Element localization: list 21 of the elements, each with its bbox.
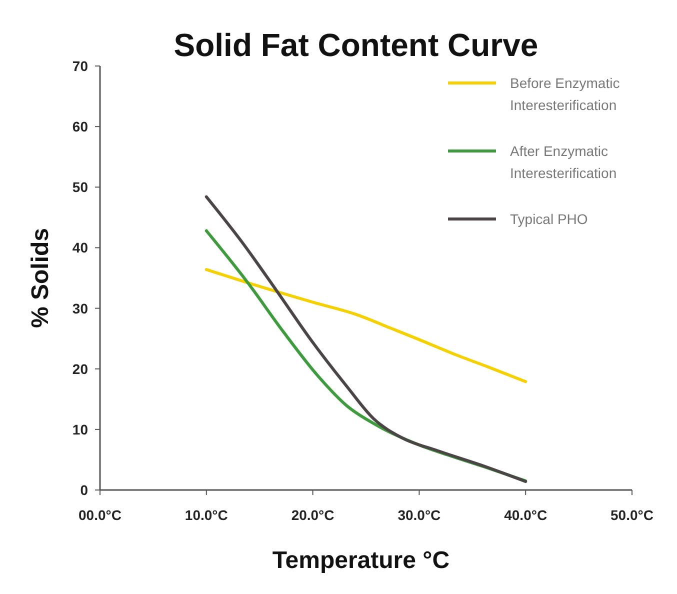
line-series	[204, 268, 528, 384]
y-tick-label: 60	[72, 118, 88, 135]
x-tick-label: 10.0°C	[184, 507, 228, 523]
x-axis-title: Temperature °C	[272, 547, 450, 574]
y-tick-label: 70	[72, 58, 88, 74]
x-tick-label: 20.0°C	[291, 507, 334, 523]
y-tick-label: 40	[72, 240, 88, 256]
x-tick-label: 50.0°C	[610, 507, 654, 523]
y-tick-label: 20	[72, 360, 88, 377]
y-tick-label: 0	[80, 482, 88, 498]
legend-label: After Enzymatic Interesterification	[510, 143, 617, 181]
y-tick-label: 50	[72, 179, 88, 196]
x-tick-label: 30.0°C	[398, 507, 441, 523]
y-tick-label: 10	[72, 421, 88, 438]
legend-label: Typical PHO	[510, 211, 588, 227]
chart-title: Solid Fat Content Curve	[174, 27, 538, 63]
x-tick-label: 00.0°C	[78, 507, 122, 523]
x-tick-label: 40.0°C	[504, 507, 548, 523]
y-axis-title: % Solids	[27, 228, 54, 328]
y-tick-label: 30	[72, 300, 88, 316]
legend-label: Before Enzymatic Interesterification	[510, 75, 620, 113]
